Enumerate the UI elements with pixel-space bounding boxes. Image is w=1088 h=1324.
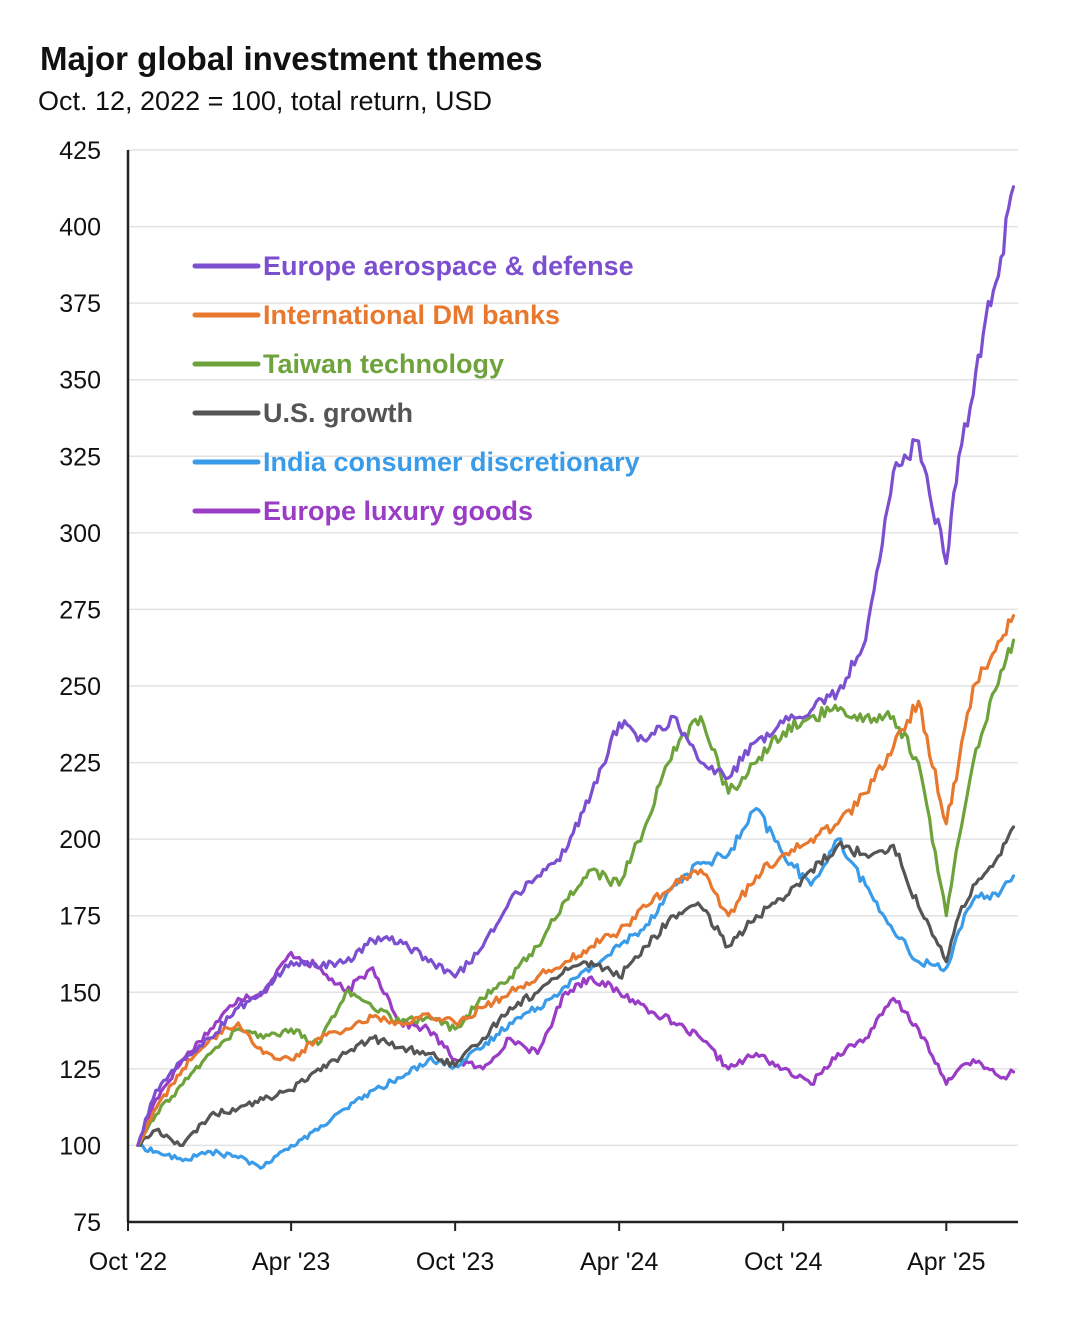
y-tick-label: 225 — [59, 750, 101, 778]
y-tick-label: 200 — [59, 826, 101, 854]
legend-label: U.S. growth — [263, 398, 413, 428]
y-tick-label: 275 — [59, 596, 101, 624]
legend: Europe aerospace & defense International … — [192, 251, 640, 526]
y-tick-label: 350 — [59, 367, 101, 395]
series-line — [136, 638, 1016, 1147]
y-tick-label: 250 — [59, 673, 101, 701]
x-tick-label: Oct '23 — [416, 1248, 494, 1276]
y-tick-label: 425 — [59, 137, 101, 165]
x-tick-label: Apr '24 — [580, 1248, 659, 1276]
legend-label: International DM banks — [263, 300, 560, 330]
series-lines — [136, 185, 1016, 1170]
x-tick-label: Oct '22 — [89, 1248, 167, 1276]
y-tick-label: 400 — [59, 214, 101, 242]
series-line — [136, 825, 1016, 1147]
y-tick-label: 375 — [59, 290, 101, 318]
y-axis-ticks: 75 100 125 150 175 200 225 250 275 300 325 350 375 40… — [59, 137, 101, 1237]
y-tick-label: 300 — [59, 520, 101, 548]
legend-label: Taiwan technology — [263, 349, 504, 379]
x-tick-label: Apr '23 — [252, 1248, 330, 1276]
x-tick-label: Apr '25 — [907, 1248, 985, 1276]
y-tick-label: 125 — [59, 1056, 101, 1084]
chart-subtitle: Oct. 12, 2022 = 100, total return, USD — [38, 86, 493, 116]
y-tick-label: 75 — [73, 1209, 101, 1237]
legend-label: Europe aerospace & defense — [263, 251, 634, 281]
y-tick-label: 100 — [59, 1132, 101, 1160]
legend-label: Europe luxury goods — [263, 496, 533, 526]
y-tick-label: 175 — [59, 903, 101, 931]
series-line — [136, 806, 1016, 1170]
y-tick-label: 150 — [59, 979, 101, 1007]
series-line — [136, 614, 1016, 1147]
legend-label: India consumer discretionary — [263, 447, 640, 477]
y-tick-label: 325 — [59, 443, 101, 471]
series-line — [136, 950, 1016, 1147]
series-line — [136, 185, 1016, 1147]
chart-title: Major global investment themes — [40, 40, 543, 77]
x-tick-label: Oct '24 — [744, 1248, 823, 1276]
x-axis-ticks: Oct '22 Apr '23 Oct '23 Apr '24 Oct '24 Apr '… — [89, 1222, 986, 1276]
